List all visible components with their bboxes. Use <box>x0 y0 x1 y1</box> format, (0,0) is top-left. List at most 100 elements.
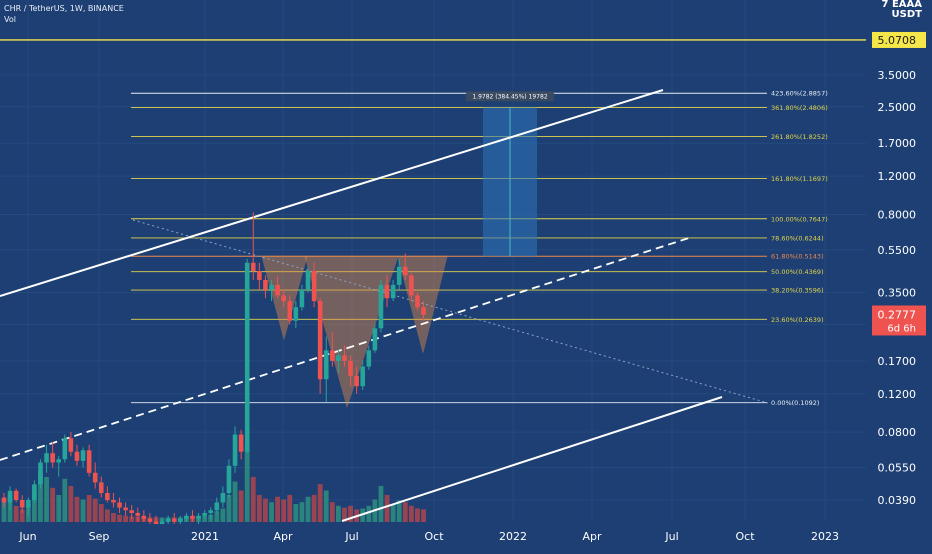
volume-bar <box>348 505 353 522</box>
volume-bar <box>323 490 329 522</box>
volume-bar <box>336 505 341 522</box>
channel-middle-line <box>0 236 693 461</box>
resistance-price-label: 5.0708 <box>878 34 917 47</box>
time-tick-label: 2022 <box>499 530 527 543</box>
volume-bar <box>275 496 280 522</box>
candle-body <box>244 262 250 452</box>
candle-body <box>196 515 201 519</box>
volume-bar <box>421 509 426 522</box>
price-tick-label: 0.1700 <box>878 355 917 368</box>
candle-body <box>50 453 55 463</box>
volume-bar <box>50 487 56 522</box>
candle-body <box>390 284 396 299</box>
candle-body <box>19 500 25 508</box>
fib-level-label: 161.80%(1.1697) <box>771 175 828 183</box>
volume-bar <box>68 486 74 522</box>
volume-bar <box>311 495 317 522</box>
volume-bar <box>396 500 402 522</box>
volume-bar <box>250 477 256 522</box>
volume-bar <box>123 515 128 522</box>
candle-body <box>159 521 165 525</box>
volume-bar <box>86 495 92 522</box>
volume-bar <box>98 504 104 522</box>
candle-body <box>305 270 311 290</box>
volume-bar <box>1 502 7 522</box>
fib-level-label: 423.60%(2.8857) <box>771 90 828 98</box>
volume-bar <box>19 509 25 522</box>
volume-bar <box>281 499 287 522</box>
candle-body <box>336 355 341 361</box>
volume-bar <box>104 509 110 522</box>
volume-bar <box>202 515 208 522</box>
volume-bar <box>92 498 98 522</box>
candle-body <box>123 507 128 511</box>
price-tick-label: 1.7000 <box>878 137 917 150</box>
time-tick-label: 2021 <box>191 530 219 543</box>
volume-bar <box>415 508 420 522</box>
candle-body <box>342 355 347 361</box>
time-tick-label: 2023 <box>811 530 839 543</box>
candle-body <box>105 492 110 500</box>
candle-body <box>92 472 98 483</box>
candle-body <box>415 295 420 308</box>
candle-body <box>281 295 286 302</box>
fib-level-label: 23.60%(0.2639) <box>771 316 824 324</box>
candle-body <box>421 307 426 315</box>
candle-body <box>62 438 68 460</box>
candle-body <box>129 510 134 513</box>
candle-body <box>372 328 378 351</box>
candle-body <box>32 484 37 500</box>
price-axis[interactable]: 3.5000 2.5000 1.7000 1.2000 0.8000 0.5500 0.35… <box>866 0 932 550</box>
candle-body <box>378 284 384 329</box>
time-tick-label: Apr <box>582 530 602 543</box>
candle-body <box>257 270 262 280</box>
price-tick-label: 0.3500 <box>878 287 917 300</box>
candle-body <box>111 500 116 503</box>
price-tick-label: 0.5500 <box>878 244 917 257</box>
quote-currency: 7 EAAA USDT <box>882 0 923 20</box>
measure-label-bg <box>466 91 554 102</box>
candle-body <box>330 350 335 361</box>
volume-bar <box>408 505 414 522</box>
volume-bar <box>232 481 238 522</box>
time-axis[interactable]: Jun Sep 2021 Apr Jul Oct 2022 Apr Jul Oct 2023 <box>0 524 932 550</box>
time-tick-label: Sep <box>89 530 110 543</box>
volume-bar <box>244 445 250 522</box>
volume-bar <box>117 514 122 522</box>
candle-body <box>396 266 402 285</box>
price-tick-label: 0.0390 <box>878 494 917 507</box>
candle-body <box>190 515 195 519</box>
candle-body <box>360 366 366 387</box>
candle-body <box>165 518 171 522</box>
candle-body <box>366 350 372 367</box>
candle-body <box>293 307 299 321</box>
candle-body <box>147 518 153 522</box>
volume-bar <box>263 498 268 522</box>
volume-bar <box>13 505 19 522</box>
volume-bar <box>111 513 116 522</box>
volume-bar <box>366 505 372 522</box>
price-tick-label: 0.0550 <box>878 462 917 475</box>
volume-bar <box>74 496 80 522</box>
candle-body <box>208 510 214 513</box>
time-tick-label: Oct <box>735 530 755 543</box>
volume-bar <box>342 507 347 522</box>
candle-body <box>348 360 353 376</box>
fib-level-label: 61.80%(0.5143) <box>771 253 824 261</box>
fib-retracement: 423.60%(2.8857) 361.80%(2.4806) 261.80%(1.… <box>131 90 828 407</box>
volume-bar <box>293 504 299 522</box>
volume-bar <box>44 477 49 522</box>
price-tick-label: 1.2000 <box>878 170 917 183</box>
volume-bar <box>129 516 135 522</box>
inverse-head-shoulders-shape <box>304 255 399 409</box>
time-tick-label: Jun <box>18 530 36 543</box>
volume-bar <box>299 502 305 522</box>
volume-bar <box>287 495 293 522</box>
fib-level-label: 261.80%(1.8252) <box>771 133 828 141</box>
volume-bar <box>220 508 226 522</box>
candle-body <box>287 301 293 321</box>
volume-bar <box>238 490 244 522</box>
symbol-title: CHR / TetherUS, 1W, BINANCE <box>4 4 124 13</box>
